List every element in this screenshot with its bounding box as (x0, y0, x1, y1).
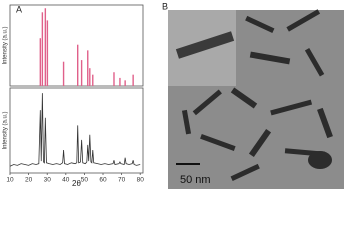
panel-label: B (162, 1, 168, 11)
y-axis-label: Intensity (a.u.) (3, 111, 9, 149)
x-tick-label: 10 (6, 177, 14, 184)
x-tick-label: 70 (118, 177, 126, 184)
x-tick-label: 80 (137, 177, 145, 184)
y-axis-label: Intensity (a.u.) (3, 26, 9, 64)
plot-frame (9, 87, 144, 174)
page: {"figure": {"panel_a": "A", "panel_b": "… (2, 1, 344, 189)
scale-bar (176, 163, 200, 165)
nanorods (181, 9, 333, 182)
x-tick-label: 40 (62, 177, 70, 184)
x-axis-label: 2θ (72, 179, 81, 188)
plot-frame (9, 4, 144, 87)
x-tick-label: 20 (25, 177, 33, 184)
figure: 50 nm B A Intensity (a.u.) Intensity (a.u… (3, 1, 344, 189)
tem-image: 50 nm (168, 9, 344, 189)
xrd-pattern (9, 93, 141, 167)
x-tick-label: 50 (81, 177, 89, 184)
x-tick-label: 60 (99, 177, 107, 184)
scale-bar-label: 50 nm (180, 174, 211, 186)
x-tick-label: 30 (44, 177, 52, 184)
inset-rod (175, 31, 235, 59)
panel-label: A (16, 4, 22, 14)
